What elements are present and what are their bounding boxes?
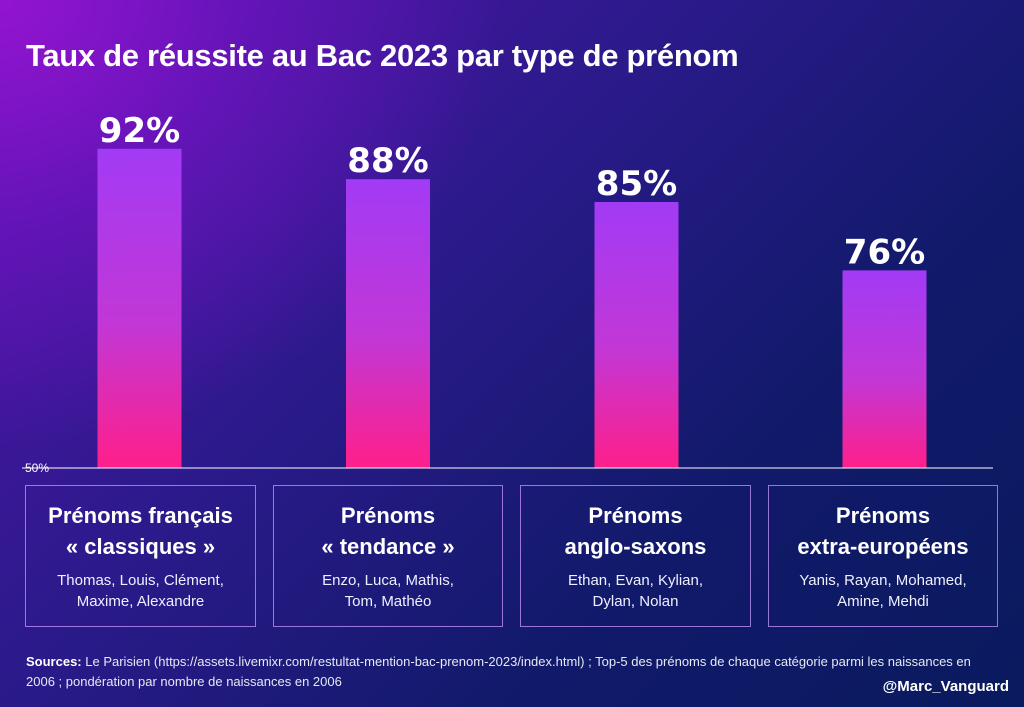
bar-value-label-0: 92%	[99, 111, 180, 151]
category-title-line: « tendance »	[321, 534, 455, 559]
category-title-line: extra-européens	[797, 534, 969, 559]
category-names: Ethan, Evan, Kylian, Dylan, Nolan	[521, 570, 750, 612]
category-names: Yanis, Rayan, Mohamed, Amine, Mehdi	[769, 570, 997, 612]
category-names-line: Yanis, Rayan, Mohamed,	[799, 572, 967, 589]
bar-value-label-3: 76%	[844, 232, 925, 272]
category-box-1: Prénoms « tendance » Enzo, Luca, Mathis,…	[273, 485, 503, 627]
category-title: Prénoms « tendance »	[274, 500, 502, 562]
chart-title: Taux de réussite au Bac 2023 par type de…	[26, 38, 739, 73]
category-title-line: Prénoms français	[48, 503, 233, 528]
category-names-line: Enzo, Luca, Mathis,	[322, 572, 454, 589]
category-title-line: Prénoms	[340, 503, 436, 528]
category-title: Prénoms anglo-saxons	[521, 500, 750, 562]
category-names-line: Maxime, Alexandre	[76, 593, 205, 610]
category-title-line: « classiques »	[65, 534, 216, 559]
category-title: Prénoms français « classiques »	[26, 500, 255, 562]
category-names-line: Amine, Mehdi	[837, 593, 929, 610]
baseline-tick-label: 50%	[25, 461, 49, 475]
category-title-line: Prénoms	[835, 503, 931, 528]
category-names: Thomas, Louis, Clément, Maxime, Alexandr…	[26, 570, 255, 612]
bar-2	[594, 202, 679, 468]
sources-note: Sources: Le Parisien (https://assets.liv…	[26, 652, 1001, 692]
sources-label: Sources:	[26, 654, 82, 669]
category-box-2: Prénoms anglo-saxons Ethan, Evan, Kylian…	[520, 485, 751, 627]
category-names-line: Tom, Mathéo	[344, 593, 432, 610]
category-names: Enzo, Luca, Mathis, Tom, Mathéo	[274, 570, 502, 612]
bar-3	[842, 270, 927, 468]
bar-1	[346, 179, 430, 468]
category-title-line: Prénoms	[588, 503, 683, 528]
category-names-line: Thomas, Louis, Clément,	[57, 572, 224, 589]
category-box-3: Prénoms extra-européens Yanis, Rayan, Mo…	[768, 485, 998, 627]
bar-value-label-2: 85%	[596, 164, 677, 204]
bar-value-label-1: 88%	[347, 141, 428, 181]
sources-text: Le Parisien (https://assets.livemixr.com…	[26, 654, 971, 689]
category-box-0: Prénoms français « classiques » Thomas, …	[25, 485, 256, 627]
category-names-line: Dylan, Nolan	[592, 593, 679, 610]
author-handle: @Marc_Vanguard	[882, 678, 1009, 695]
category-title: Prénoms extra-européens	[769, 500, 997, 562]
bar-chart: 92% 88% 85% 76% 50%	[25, 111, 927, 475]
category-title-line: anglo-saxons	[564, 534, 707, 559]
category-names-line: Ethan, Evan, Kylian,	[567, 572, 704, 589]
bar-0	[97, 148, 182, 469]
